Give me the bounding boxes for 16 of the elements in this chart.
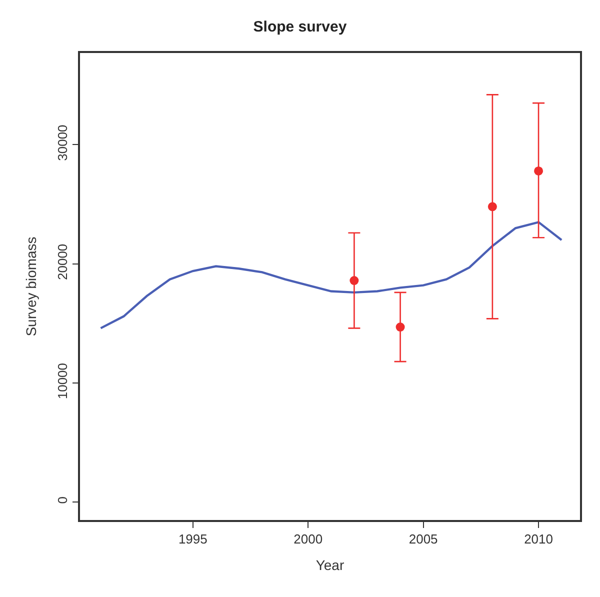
y-axis-title: Survey biomass xyxy=(23,236,40,336)
line-series xyxy=(100,221,563,330)
x-axis-title: Year xyxy=(316,557,344,574)
x-tick-label: 2010 xyxy=(524,531,553,546)
x-tick-label: 1995 xyxy=(178,531,208,546)
x-tick-label: 2005 xyxy=(408,531,438,546)
point xyxy=(350,276,359,286)
point xyxy=(488,202,497,212)
chart-title: Slope survey xyxy=(253,18,348,36)
y-tick-label: 30000 xyxy=(55,124,70,161)
y-tick-label: 0 xyxy=(55,496,70,504)
x-tick-label: 2000 xyxy=(294,531,323,546)
point xyxy=(534,166,544,176)
point xyxy=(396,322,405,332)
y-tick-label: 20000 xyxy=(55,244,70,280)
y-tick-label: 10000 xyxy=(55,362,70,400)
